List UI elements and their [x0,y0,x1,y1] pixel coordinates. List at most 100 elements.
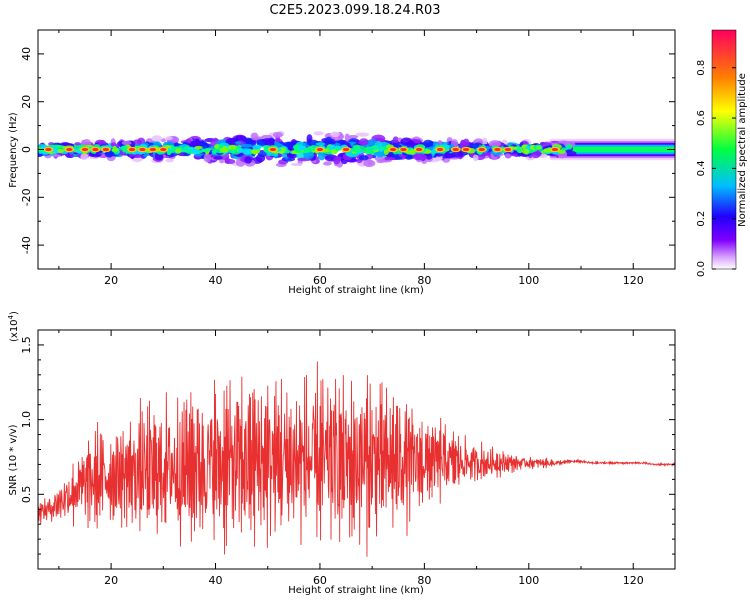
spectrogram-ytick-label: 40 [20,47,33,61]
snr-xtick-label: 40 [209,574,223,587]
colorbar-tick-label: 0.4 [696,160,707,176]
spectrogram-core [284,149,291,154]
spectrogram-core [194,145,203,150]
spectrogram-peak [139,147,146,152]
spectrogram-speckle [80,153,89,160]
spectrogram-ytick-label: -20 [20,188,33,206]
snr-ytick-label: 1.5 [20,336,33,354]
spectrogram-speckle [324,136,333,146]
spectrogram-core [54,144,64,149]
spectrogram-peak [415,147,423,152]
colorbar-tick-label: 0.0 [696,261,707,277]
spectrogram-peak [504,147,512,152]
spectrogram-speckle [459,140,468,149]
spectrogram-speckle [414,139,422,144]
spectrogram-core [330,149,339,154]
spectrogram-speckle [313,131,324,136]
snr-ytick-label: 0.5 [20,486,33,504]
spectrogram-peak [269,147,277,152]
spectrogram-xtick-label: 80 [417,274,431,287]
spectrogram-xlabel: Height of straight line (km) [288,285,424,296]
spectrogram-core [122,148,127,153]
spectrogram-core [383,149,389,155]
spectrogram-speckle [240,143,253,148]
spectrogram-speckle [333,156,341,165]
spectrogram-speckle [290,162,303,167]
spectrogram-peak [400,147,407,152]
spectrogram-speckle [435,155,443,162]
spectrogram-speckle [382,157,396,161]
colorbar-tick-label: 0.8 [696,60,707,76]
spectrogram-speckle [358,138,369,146]
spectrogram-peak [102,147,110,152]
spectrogram-peak [551,147,559,152]
spectrogram-core [262,145,271,149]
spectrogram-core [201,148,210,152]
spectrogram-axes: 20 40 60 80 100 120 -40 -20 0 20 40 [20,29,675,287]
colorbar-frame [711,29,737,270]
spectrogram-core [352,144,361,150]
colorbar-axis: 0.0 0.2 0.4 0.6 0.8 [696,60,736,277]
spectrogram-core [298,145,305,151]
spectrogram-speckle [261,134,273,139]
spectrogram-speckle [110,142,117,147]
spectrogram-xtick-label: 120 [623,274,644,287]
spectrogram-speckle [315,142,326,146]
spectrogram-peak [452,147,459,152]
spectrogram-plot [38,130,675,168]
spectrogram-speckle [415,154,428,161]
spectrogram-speckle [482,137,488,146]
spectrogram-peak [160,147,167,152]
spectrogram-speckle [165,136,173,141]
colorbar-label: Normalized spectral amplitude [737,73,748,227]
spectrogram-core [303,148,308,153]
snr-scale-label: (x104) [7,311,20,342]
spectrogram-speckle [203,153,212,163]
spectrogram-peak [389,147,397,152]
spectrogram-core [237,148,244,153]
spectrogram-xtick-label: 40 [209,274,223,287]
spectrogram-core [409,149,416,155]
spectrogram-speckle [213,137,218,142]
colorbar-tick-label: 0.6 [696,110,707,126]
snr-xtick-label: 60 [313,574,327,587]
spectrogram-speckle [355,132,370,137]
spectrogram-panel: 20 40 60 80 100 120 -40 -20 0 20 40 Height of stra… [8,29,676,296]
spectrogram-core [111,148,119,152]
spectrogram-speckle [185,138,192,144]
snr-xlabel: Height of straight line (km) [288,585,424,596]
spectrogram-core [186,150,194,154]
spectrogram-core [219,147,229,153]
spectrogram-speckle [425,153,433,160]
spectrogram-core [536,146,542,150]
spectrogram-peak [66,147,73,152]
spectrogram-speckle [422,139,434,147]
snr-xtick-label: 20 [104,574,118,587]
spectrogram-core [263,146,270,153]
spectrogram-xtick-label: 20 [104,274,118,287]
spectrogram-core [228,148,237,154]
spectrogram-xtick-label: 60 [313,274,327,287]
spectrogram-peak [149,147,157,152]
snr-xtick-label: 80 [417,574,431,587]
colorbar-gradient [712,30,736,269]
spectrogram-speckle [392,136,399,144]
spectrogram-speckle [193,153,204,157]
spectrogram-peak [436,147,444,152]
spectrogram-peak [92,147,99,152]
spectrogram-speckle [213,156,224,160]
snr-ytick-label: 1.0 [20,411,33,429]
spectrogram-speckle [347,134,359,139]
spectrogram-speckle [344,133,350,142]
spectrogram-speckle [151,135,163,143]
spectrogram-speckle [234,141,242,145]
spectrogram-peak [81,147,89,152]
colorbar-tick-label: 0.2 [696,211,707,227]
spectrogram-speckle [363,159,376,168]
spectrogram-speckle [74,142,82,146]
spectrogram-speckle [264,139,275,147]
spectrogram-speckle [244,156,253,164]
snr-line [38,361,675,557]
spectrogram-core [57,148,64,154]
